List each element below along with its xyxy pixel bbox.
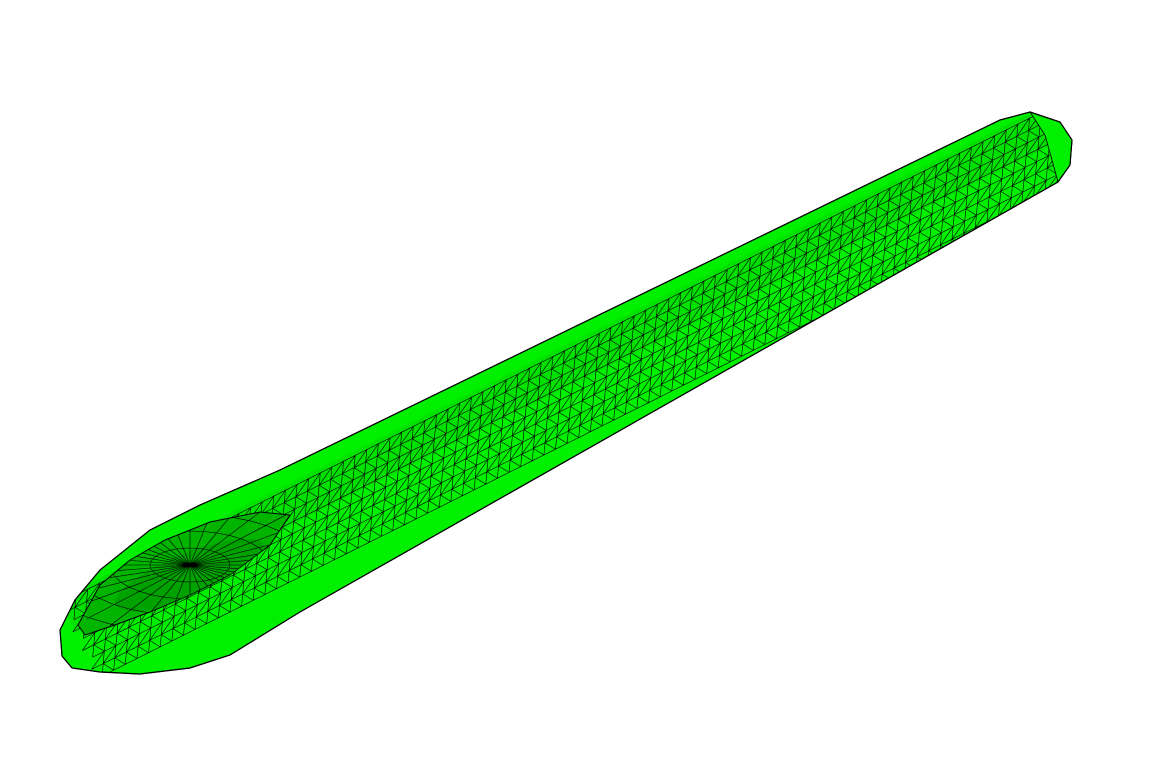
- shaft-triangle-mesh: [60, 112, 1072, 674]
- shaft-shading: [60, 112, 1057, 633]
- needle-bevel-opening: [77, 511, 291, 636]
- needle-outline: [59, 111, 1073, 675]
- needle-mesh: [59, 111, 1073, 675]
- shaft-mesh-lines: [63, 112, 1072, 674]
